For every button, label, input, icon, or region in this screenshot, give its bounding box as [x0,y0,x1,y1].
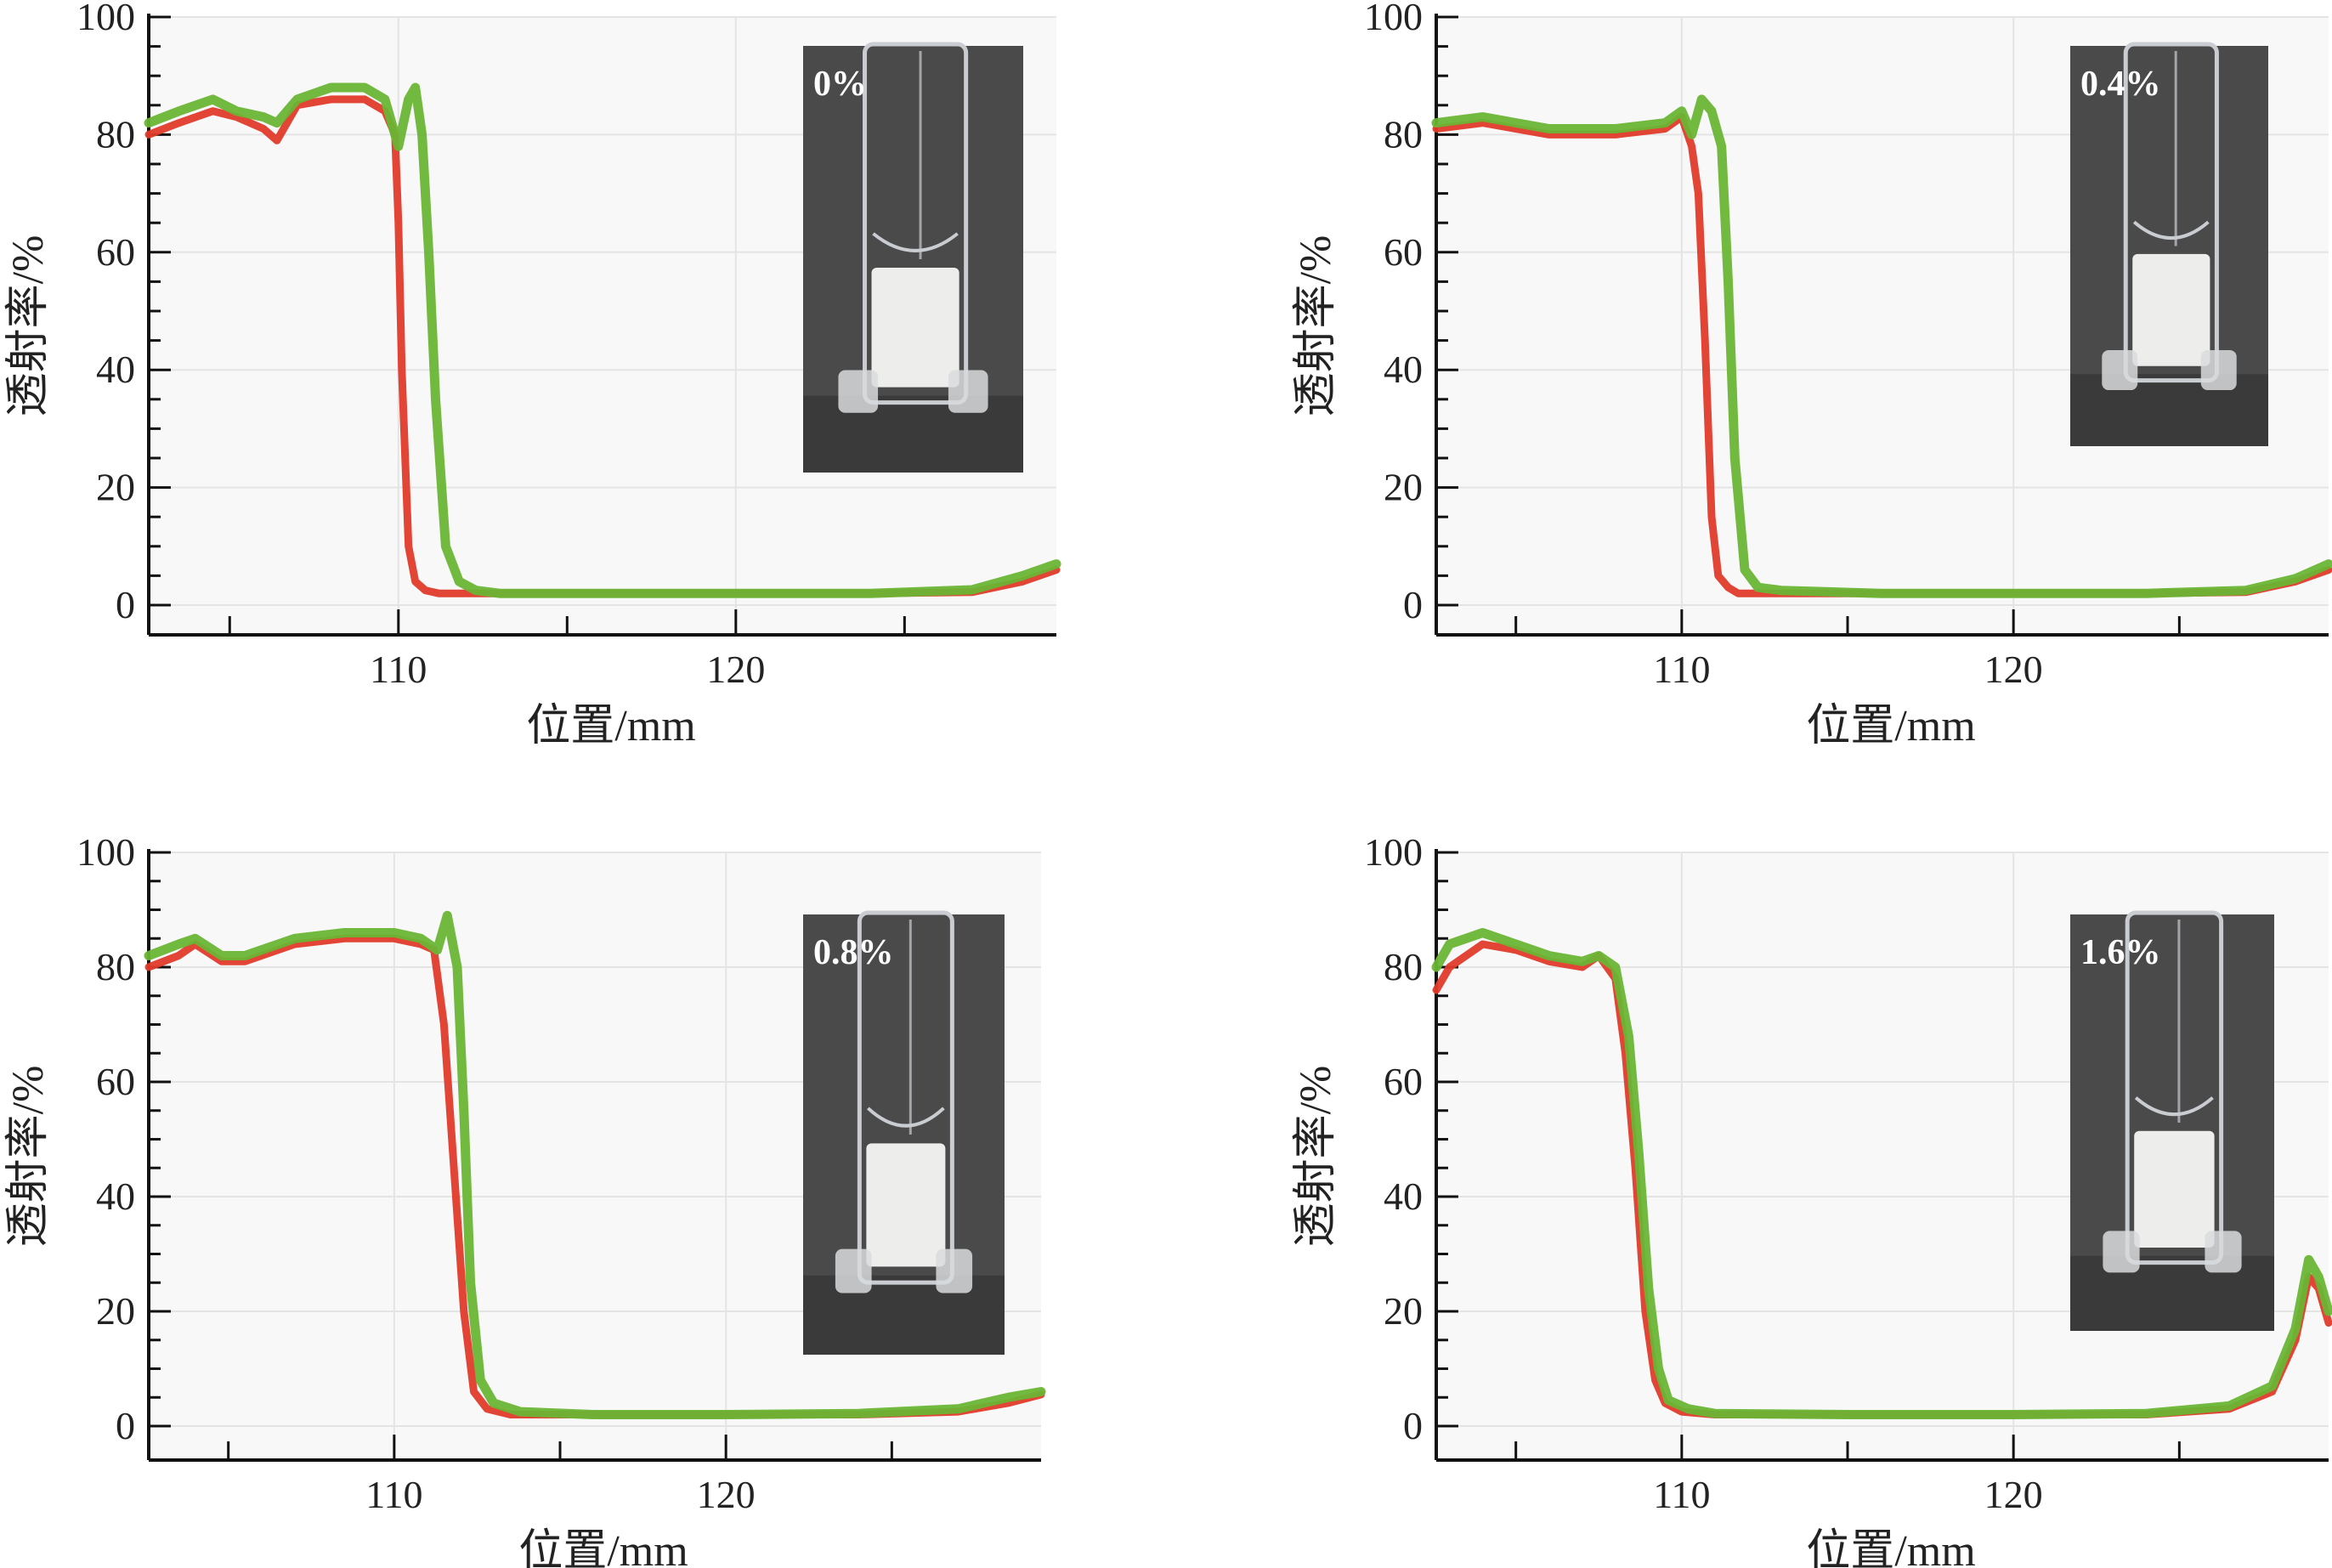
y-tick-label: 80 [1384,945,1423,988]
y-tick-label: 20 [1384,466,1423,509]
sample-liquid [866,1143,946,1267]
concentration-label: 0% [813,65,867,104]
sample-liquid [871,268,959,388]
sample-photo: 0.8% [803,910,1005,1355]
y-tick-label: 60 [1384,230,1423,274]
cuvette-foot-left [2102,349,2138,391]
x-tick-label: 120 [1984,648,2043,691]
x-axis-label: 位置/mm [1806,702,1975,750]
x-tick-label: 110 [1653,1473,1710,1516]
cuvette-glass [863,42,969,405]
y-axis-label: 透射率/% [4,1066,53,1248]
y-tick-label: 100 [1364,830,1423,874]
y-tick-label: 40 [96,1175,135,1218]
cuvette-foot-left [838,370,879,413]
y-axis-label: 透射率/% [4,235,53,417]
y-tick-label: 0 [116,1404,135,1447]
y-tick-label: 100 [1364,0,1423,38]
y-tick-label: 0 [1403,1404,1423,1447]
series-line-green [144,910,1046,1419]
y-tick-label: 80 [96,945,135,988]
y-axis-label: 透射率/% [1292,235,1340,417]
y-tick-label: 40 [1384,1175,1423,1218]
sample-liquid [2132,253,2210,366]
y-axis-label: 透射率/% [1292,1066,1340,1248]
cuvette-foot-left [2103,1231,2140,1273]
x-tick-label: 110 [365,1473,422,1516]
concentration-label: 0.8% [813,933,894,972]
liquid-meniscus [872,232,959,252]
y-tick-label: 60 [1384,1060,1423,1103]
x-tick-label: 120 [1984,1473,2043,1516]
y-tick-label: 60 [96,230,135,274]
y-tick-label: 80 [96,112,135,156]
cuvette-foot-right [2200,349,2237,391]
y-tick-label: 100 [76,0,135,38]
x-axis-label: 位置/mm [1806,1527,1975,1568]
cuvette-glass [2123,42,2219,383]
chart-panel-1: 0 20 40 60 80 100 110 120 位置/mm 透射率/% 0% [4,0,1061,750]
y-tick-label: 20 [1384,1289,1423,1333]
cuvette-glass [2125,910,2224,1265]
x-axis-label: 位置/mm [526,702,695,750]
concentration-label: 0.4% [2080,65,2161,104]
y-tick-label: 0 [1403,583,1423,626]
x-tick-label: 110 [1653,648,1710,691]
y-tick-label: 40 [96,348,135,391]
cuvette-foot-right [2205,1231,2242,1273]
cuvette-glass [857,910,954,1285]
x-tick-label: 120 [697,1473,756,1516]
sample-photo: 0% [803,42,1023,473]
sample-photo: 1.6% [2070,910,2274,1331]
photo-shadow [803,395,1023,473]
cuvette-foot-right [948,370,988,413]
photo-shadow [2070,1255,2274,1331]
liquid-meniscus [866,1107,945,1128]
series-line-green [1431,94,2332,598]
concentration-label: 1.6% [2080,933,2161,972]
photo-shadow [2070,374,2268,446]
sample-liquid [2134,1130,2215,1248]
liquid-meniscus [2134,1096,2214,1117]
sample-photo: 0.4% [2070,42,2268,446]
cuvette-foot-left [835,1248,872,1293]
y-tick-label: 0 [116,583,135,626]
x-tick-label: 120 [706,648,765,691]
y-tick-label: 100 [76,830,135,874]
photo-shadow [803,1275,1005,1355]
x-tick-label: 110 [370,648,427,691]
y-tick-label: 80 [1384,112,1423,156]
y-tick-label: 20 [96,466,135,509]
series-line-green [1431,928,2332,1419]
y-tick-label: 20 [96,1289,135,1333]
y-tick-label: 40 [1384,348,1423,391]
liquid-meniscus [2132,220,2210,240]
x-axis-label: 位置/mm [518,1527,688,1568]
y-tick-label: 60 [96,1060,135,1103]
series-line-green [144,82,1061,598]
cuvette-foot-right [936,1248,973,1293]
